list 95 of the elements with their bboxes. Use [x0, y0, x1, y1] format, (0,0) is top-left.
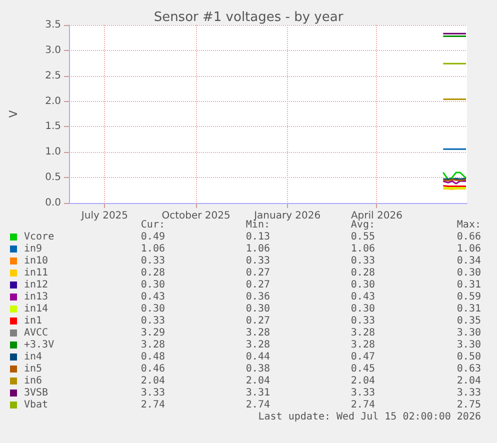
text: 0.31: [456, 280, 481, 290]
legend-label: in4: [24, 352, 42, 362]
text: 1.06: [246, 244, 270, 254]
text: 0.28: [350, 268, 375, 278]
text: 2.74: [350, 400, 375, 410]
y-tick-label: 0.0: [45, 198, 61, 208]
text: 0.48: [140, 352, 165, 362]
text: 1.06: [350, 244, 375, 254]
text: 0.55: [350, 232, 375, 242]
text: 0.33: [246, 256, 270, 266]
line-series: [442, 172, 467, 180]
text: 0.13: [246, 232, 270, 242]
legend-label: Vcore: [24, 232, 54, 242]
text: 0.63: [456, 364, 481, 374]
text: 0.38: [246, 364, 270, 374]
legend-label: 3VSB: [24, 388, 48, 398]
y-tick-label: 0.5: [45, 172, 61, 184]
text: 2.74: [140, 400, 165, 410]
x-tick-label: April 2026: [350, 210, 402, 222]
legend-label: Vbat: [24, 400, 48, 410]
text: 0.50: [456, 352, 481, 362]
text: 2.04: [140, 376, 165, 386]
text: 3.28: [350, 340, 375, 350]
y-tick-label: 1.5: [45, 121, 61, 132]
text: 0.36: [246, 292, 270, 302]
text: 0.30: [350, 280, 375, 290]
legend-label: in9: [24, 244, 42, 254]
text: 3.33: [140, 388, 165, 398]
text: Max:: [456, 220, 481, 230]
text: 0.31: [456, 304, 481, 314]
legend-label: AVCC: [24, 328, 48, 338]
text: 0.30: [140, 280, 165, 290]
text: 1.06: [456, 244, 481, 254]
legend-label: +3.3V: [24, 340, 54, 350]
text: 0.34: [456, 256, 481, 266]
text: 0.33: [140, 256, 165, 266]
text: 3.28: [140, 340, 165, 350]
text: 0.43: [140, 292, 165, 302]
chart-title: Sensor #1 voltages - by year: [154, 10, 344, 25]
text: 0.59: [456, 292, 481, 302]
y-axis-title: V: [7, 110, 20, 118]
text: Last update: Wed Jul 15 02:00:00 2026: [258, 412, 481, 422]
y-tick-label: 3.0: [45, 44, 61, 56]
text: 2.74: [246, 400, 270, 410]
text: 3.33: [456, 388, 481, 398]
text: 0.27: [246, 280, 270, 290]
x-tick-label: January 2026: [253, 210, 321, 222]
text: 0.33: [140, 316, 165, 326]
text: 0.30: [456, 268, 481, 278]
text: 0.47: [350, 352, 375, 362]
text: 0.33: [350, 316, 375, 326]
text: 3.31: [246, 388, 270, 398]
text: 0.30: [140, 304, 165, 314]
text: Min:: [246, 220, 270, 230]
text: 1.06: [140, 244, 165, 254]
text: 0.49: [140, 232, 165, 242]
x-tick-label: October 2025: [162, 210, 230, 222]
text: 3.29: [140, 328, 165, 338]
text: 0.27: [246, 316, 270, 326]
legend-label: in14: [24, 304, 48, 314]
text: 0.66: [456, 232, 481, 242]
text: 0.30: [350, 304, 375, 314]
text: 2.75: [456, 400, 481, 410]
y-tick-label: 3.5: [45, 20, 61, 30]
x-tick-label: July 2025: [80, 210, 128, 222]
text: 0.44: [246, 352, 270, 362]
text: 3.28: [246, 340, 270, 350]
y-tick-label: 1.0: [45, 146, 61, 158]
text: 2.04: [350, 376, 375, 386]
text: 3.30: [456, 340, 481, 350]
text: 3.30: [456, 328, 481, 338]
text: 0.33: [350, 256, 375, 266]
text: 3.28: [246, 328, 270, 338]
text: 0.45: [350, 364, 375, 374]
text: 0.28: [140, 268, 165, 278]
text: 0.30: [246, 304, 270, 314]
text: 0.46: [140, 364, 165, 374]
legend-label: in13: [24, 292, 48, 302]
legend-label: in1: [24, 316, 42, 326]
text: 2.04: [246, 376, 270, 386]
text: 3.28: [350, 328, 375, 338]
legend-label: in6: [24, 376, 42, 386]
text: Cur:: [140, 220, 165, 230]
legend-label: in12: [24, 280, 48, 290]
text: 3.33: [350, 388, 375, 398]
y-tick-label: 2.0: [45, 96, 61, 107]
text: Avg:: [350, 220, 375, 230]
text: 0.43: [350, 292, 375, 302]
text: 2.04: [456, 376, 481, 386]
y-tick-label: 2.5: [45, 70, 61, 82]
legend-label: in5: [24, 364, 42, 374]
text: 0.35: [456, 316, 481, 326]
legend-label: in11: [24, 268, 48, 278]
text: 0.27: [246, 268, 270, 278]
legend-label: in10: [24, 256, 48, 266]
